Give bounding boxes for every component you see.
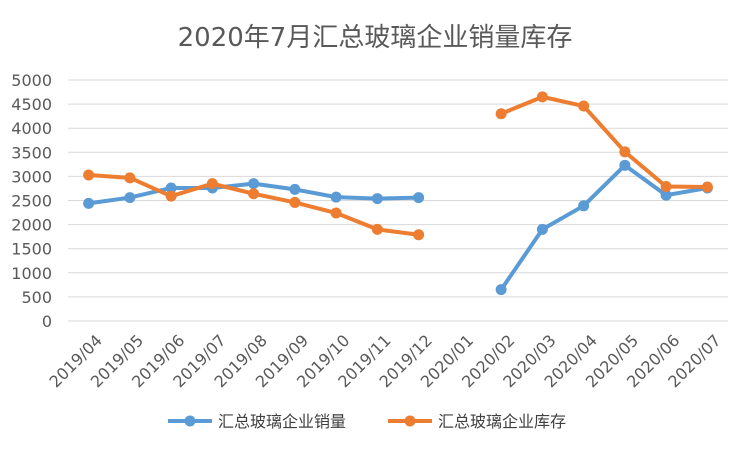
- series-group: [83, 91, 713, 296]
- legend-item: 汇总玻璃企业销量: [168, 412, 346, 431]
- data-point: [330, 191, 342, 203]
- data-point: [495, 108, 507, 120]
- data-point: [248, 178, 260, 190]
- data-point: [124, 192, 136, 204]
- y-tick-label: 5000: [11, 71, 52, 90]
- series-line: [499, 163, 710, 292]
- y-tick-label: 500: [21, 288, 52, 307]
- y-tick-label: 2500: [11, 192, 52, 211]
- data-point: [371, 193, 383, 205]
- y-tick-label: 1500: [11, 240, 52, 259]
- legend-swatch-marker: [404, 415, 416, 427]
- data-point: [413, 229, 425, 241]
- data-point: [495, 284, 507, 296]
- series-inventory: [83, 91, 713, 241]
- y-axis-ticks: 0 500 1000 1500 2000 2500 3000 3500 4000 4500 5000: [11, 71, 52, 331]
- data-point: [330, 207, 342, 219]
- y-tick-label: 3000: [11, 167, 52, 186]
- y-tick-label: 0: [42, 312, 52, 331]
- data-point: [578, 200, 590, 212]
- chart-title: 2020年7月汇总玻璃企业销量库存: [178, 23, 573, 53]
- y-tick-label: 4500: [11, 95, 52, 114]
- data-point: [413, 192, 425, 204]
- data-point: [578, 100, 590, 112]
- data-point: [248, 188, 260, 200]
- data-point: [619, 146, 631, 158]
- series-sales: [83, 159, 713, 296]
- data-point: [536, 223, 548, 235]
- data-point: [165, 182, 177, 194]
- legend-swatch-marker: [184, 415, 196, 427]
- data-point: [83, 197, 95, 209]
- y-tick-label: 3500: [11, 143, 52, 162]
- data-point: [619, 159, 631, 171]
- data-point: [289, 183, 301, 195]
- data-point: [371, 223, 383, 235]
- data-point: [83, 169, 95, 181]
- y-tick-label: 2000: [11, 216, 52, 235]
- y-tick-label: 4000: [11, 119, 52, 138]
- data-point: [660, 181, 672, 193]
- legend: 汇总玻璃企业销量 汇总玻璃企业库存: [168, 412, 566, 431]
- legend-label: 汇总玻璃企业销量: [218, 412, 346, 431]
- data-point: [660, 189, 672, 201]
- legend-label: 汇总玻璃企业库存: [438, 412, 566, 431]
- data-point: [124, 172, 136, 184]
- legend-item: 汇总玻璃企业库存: [388, 412, 566, 431]
- data-point: [701, 181, 713, 193]
- data-point: [536, 91, 548, 103]
- x-axis-ticks: 2019/042019/052019/062019/072019/082019/…: [46, 331, 725, 391]
- data-point: [289, 196, 301, 208]
- gridlines: [68, 79, 728, 322]
- y-tick-label: 1000: [11, 264, 52, 283]
- data-point: [165, 190, 177, 202]
- series-line: [499, 94, 710, 190]
- data-point: [206, 178, 218, 190]
